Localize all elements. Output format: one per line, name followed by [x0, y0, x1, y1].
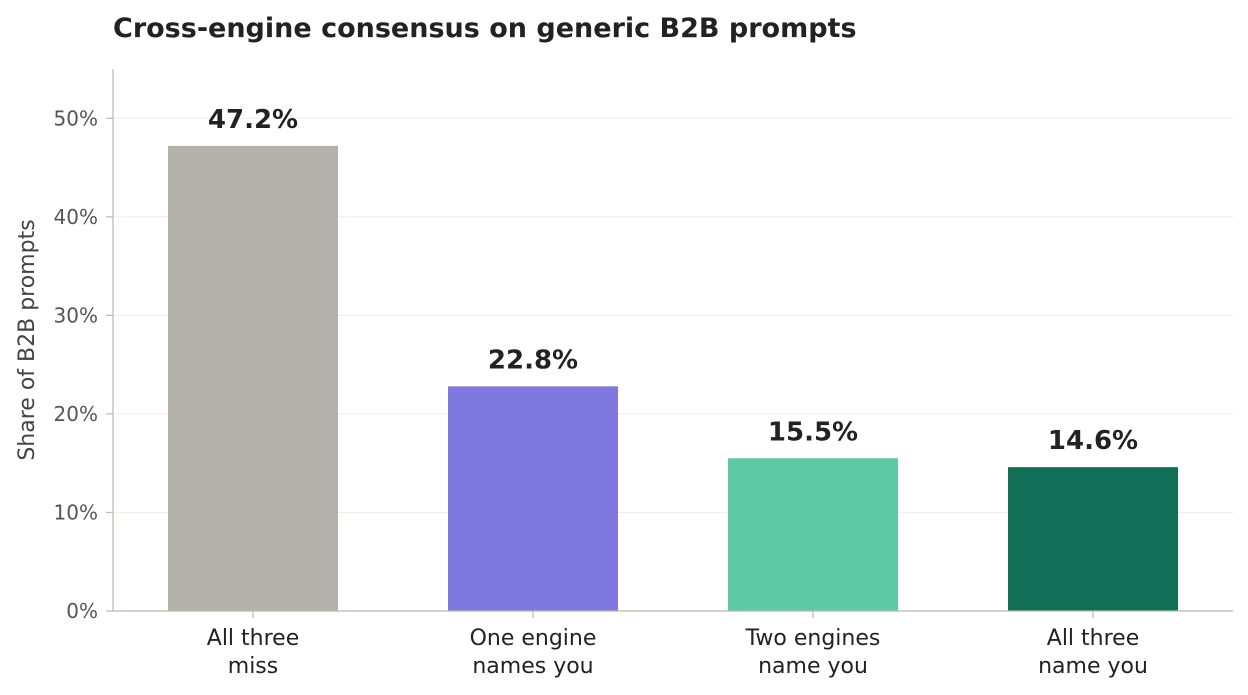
x-tick-label-line: name you — [1038, 654, 1148, 679]
x-tick-label: One engine names you — [470, 626, 597, 679]
x-tick-label: All three miss — [207, 626, 299, 679]
x-tick-label: All three name you — [1038, 626, 1148, 679]
x-tick-label-line: All three — [1047, 626, 1139, 651]
chart-title: Cross-engine consensus on generic B2B pr… — [113, 13, 857, 44]
bar — [168, 145, 338, 611]
y-axis-label: Share of B2B prompts — [15, 219, 40, 460]
x-tick-label-line: names you — [472, 654, 593, 679]
data-labels: 47.2% 22.8% 15.5% 14.6% — [208, 105, 1138, 456]
x-tick-label-line: miss — [228, 654, 278, 679]
bars — [168, 145, 1178, 611]
data-label: 22.8% — [488, 345, 578, 375]
y-ticks: 0% 10% 20% 30% 40% 50% — [54, 106, 113, 623]
x-tick-label: Two engines name you — [745, 626, 881, 679]
x-ticks: All three miss One engine names you Two engi… — [207, 611, 1148, 679]
y-tick-label: 50% — [54, 106, 98, 130]
data-label: 15.5% — [768, 417, 858, 447]
data-label: 14.6% — [1048, 426, 1138, 456]
x-tick-label-line: One engine — [470, 626, 597, 651]
bar — [448, 386, 618, 611]
y-tick-label: 20% — [54, 402, 98, 426]
y-tick-label: 10% — [54, 500, 98, 524]
x-tick-label-line: All three — [207, 626, 299, 651]
x-tick-label-line: name you — [758, 654, 868, 679]
y-tick-label: 30% — [54, 303, 98, 327]
axes — [112, 69, 1233, 612]
bar — [728, 458, 898, 611]
data-label: 47.2% — [208, 105, 298, 135]
bar — [1008, 467, 1178, 611]
y-tick-label: 0% — [66, 599, 98, 623]
x-tick-label-line: Two engines — [745, 626, 881, 651]
y-tick-label: 40% — [54, 205, 98, 229]
